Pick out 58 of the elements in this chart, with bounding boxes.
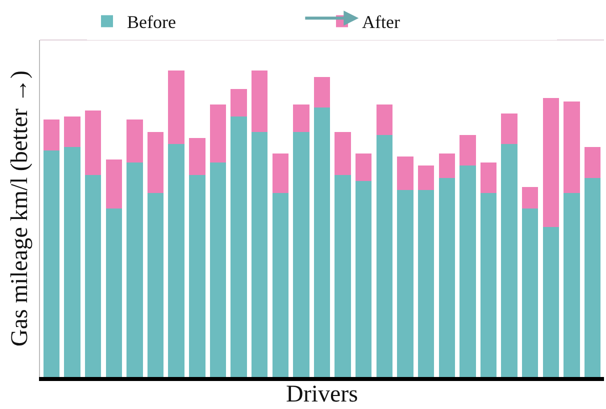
bar	[334, 174, 351, 377]
bar	[438, 178, 455, 377]
bar	[126, 162, 143, 377]
bar	[314, 107, 330, 377]
bar	[147, 193, 164, 377]
bar	[168, 70, 184, 144]
legend-label: After	[362, 12, 400, 32]
bar	[356, 153, 372, 181]
bar	[210, 162, 226, 377]
bar	[376, 104, 393, 135]
bar	[43, 150, 60, 377]
x-axis-title: Drivers	[286, 381, 358, 408]
bar	[126, 120, 143, 163]
bar	[522, 187, 538, 208]
bar	[210, 104, 226, 163]
bar	[501, 144, 518, 377]
bar	[314, 76, 330, 108]
bar	[564, 101, 580, 194]
bar	[106, 208, 122, 377]
bar	[272, 153, 288, 194]
bar	[64, 147, 80, 377]
bar	[230, 116, 247, 377]
bar	[438, 153, 455, 178]
bar	[84, 174, 102, 377]
bar	[43, 120, 60, 150]
bar	[418, 166, 434, 190]
bar	[272, 193, 288, 377]
bar	[480, 162, 497, 194]
bar	[564, 193, 580, 377]
legend-label: Before	[127, 12, 176, 32]
bar	[460, 166, 476, 377]
bar	[84, 110, 102, 175]
bar	[293, 132, 310, 377]
bar	[334, 132, 351, 175]
bar	[293, 104, 310, 132]
bar	[522, 208, 538, 377]
bar	[168, 144, 184, 377]
y-axis-title: Gas mileage km/l (better →)	[7, 70, 34, 346]
bar	[501, 114, 518, 144]
bar	[189, 138, 206, 175]
bar	[397, 190, 414, 377]
bar	[64, 116, 80, 148]
bar	[480, 193, 497, 377]
bar	[376, 134, 393, 377]
bar	[584, 147, 601, 178]
bar	[147, 132, 164, 194]
bar	[397, 156, 414, 190]
bar	[418, 190, 434, 377]
bar	[230, 89, 247, 117]
bar	[542, 226, 560, 377]
bar	[189, 174, 206, 377]
bar	[584, 178, 601, 377]
bar	[251, 70, 268, 132]
bar	[460, 134, 476, 166]
bar	[542, 98, 560, 227]
bar	[251, 132, 268, 377]
bar	[356, 180, 372, 377]
bar	[106, 159, 122, 208]
